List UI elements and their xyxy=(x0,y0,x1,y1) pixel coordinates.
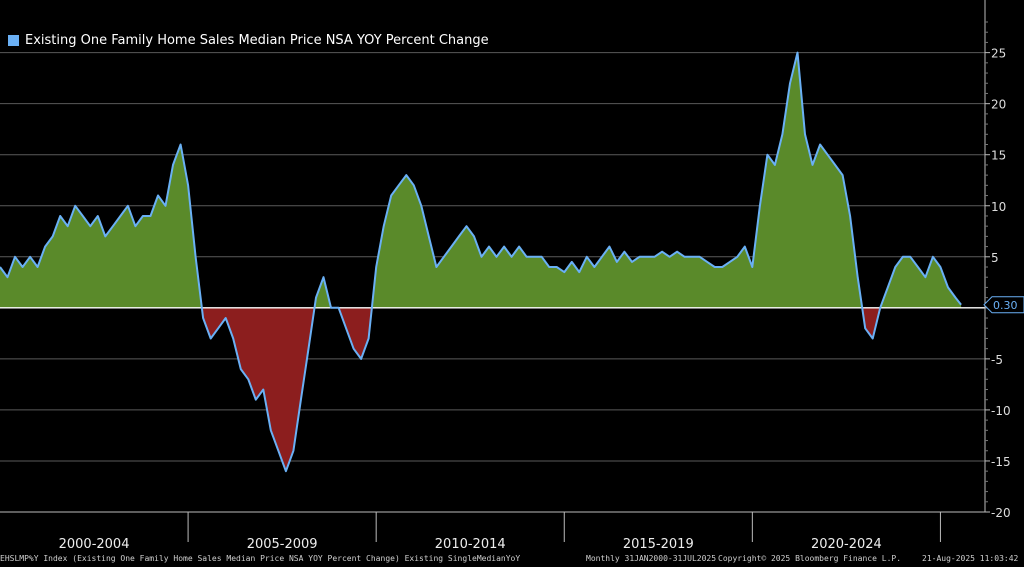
last-value-badge: 0.30 xyxy=(983,296,1024,314)
x-period-label: 2020-2024 xyxy=(811,537,882,552)
legend-label: Existing One Family Home Sales Median Pr… xyxy=(25,33,489,48)
negative-area xyxy=(201,307,315,472)
footer-copyright: Copyright© 2025 Bloomberg Finance L.P. xyxy=(718,554,902,563)
footer: EHSLMP%Y Index (Existing One Family Home… xyxy=(0,551,1024,567)
y-tick-label: -5 xyxy=(991,353,1003,367)
x-period-label: 2015-2019 xyxy=(623,537,694,552)
y-tick-label: 5 xyxy=(991,251,999,265)
y-tick-label: -15 xyxy=(991,455,1011,469)
negative-area xyxy=(862,307,881,339)
axes xyxy=(0,0,986,513)
positive-area xyxy=(880,256,962,308)
footer-timestamp: 21-Aug-2025 11:03:42 xyxy=(922,554,1019,563)
y-axis-ticks: -20 -15 -10 -5 5 10 15 20 25 xyxy=(985,21,1011,520)
negative-area xyxy=(338,307,372,359)
x-period-label: 2005-2009 xyxy=(247,537,318,552)
last-value-label: 0.30 xyxy=(993,299,1018,312)
y-tick-label: -20 xyxy=(991,506,1011,520)
footer-ticker: EHSLMP%Y Index (Existing One Family Home… xyxy=(0,554,521,563)
x-period-label: 2000-2004 xyxy=(59,537,130,552)
y-tick-label: -10 xyxy=(991,404,1011,418)
y-tick-label: 10 xyxy=(991,200,1006,214)
footer-range: Monthly 31JAN2000-31JUL2025 xyxy=(586,554,717,563)
series-path xyxy=(0,51,962,473)
y-tick-label: 25 xyxy=(991,47,1006,61)
series-line xyxy=(0,51,962,473)
y-tick-label: 20 xyxy=(991,98,1006,112)
legend: Existing One Family Home Sales Median Pr… xyxy=(8,33,489,48)
x-period-label: 2010-2014 xyxy=(435,537,506,552)
legend-swatch xyxy=(8,35,19,46)
area-fills xyxy=(0,52,962,472)
y-tick-label: 15 xyxy=(991,149,1006,163)
last-value-box xyxy=(983,296,1024,314)
x-axis-period-labels: 2000-2004 2005-2009 2010-2014 2015-2019 2020… xyxy=(59,512,941,552)
